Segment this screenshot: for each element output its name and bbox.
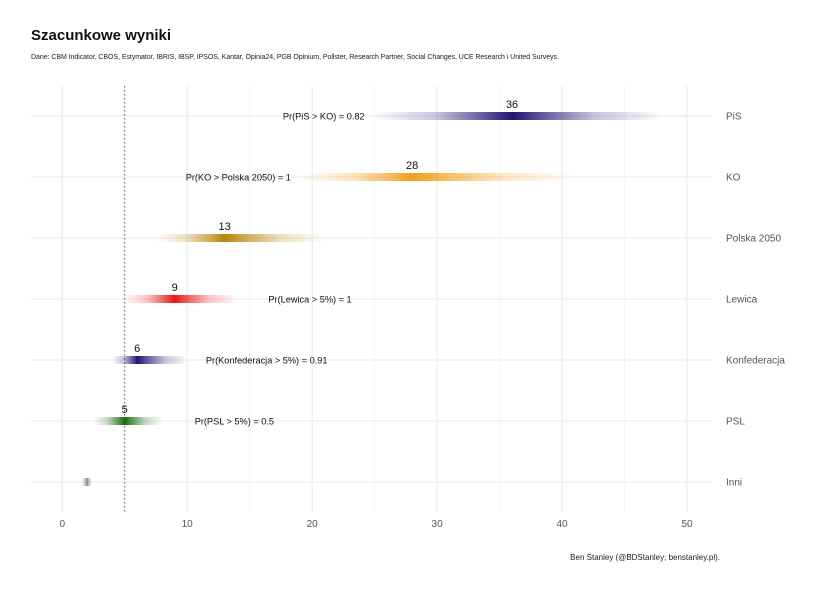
- label-layer: 36 PiS 28 KO 13 Polska 2050 9 Lewica 6 Konfederac…: [122, 99, 786, 489]
- chart-subtitle: Dane: CBM Indicator, CBOS, Estymator, IB…: [31, 54, 559, 61]
- category-label: PiS: [726, 112, 742, 123]
- chart-caption: Ben Stanley (@BDStanley; benstanley.pl).: [570, 553, 720, 562]
- category-label: Inni: [726, 478, 742, 489]
- interval-bar-lewica: [124, 295, 238, 303]
- interval-bar-pis: [374, 112, 663, 120]
- bar-layer: [80, 112, 663, 486]
- estimate-label: 9: [172, 282, 178, 294]
- estimate-label: 28: [406, 160, 418, 172]
- probability-annotation: Pr(PiS > KO) = 0.82: [283, 112, 365, 122]
- x-tick-label: 10: [182, 519, 194, 530]
- x-tick-label: 20: [307, 519, 319, 530]
- estimate-label: 6: [134, 343, 140, 355]
- chart-title: Szacunkowe wyniki: [31, 27, 172, 44]
- probability-annotation: Pr(PSL > 5%) = 0.5: [195, 417, 274, 427]
- interval-bar-polska-2050: [155, 234, 325, 242]
- category-label: Lewica: [726, 295, 758, 306]
- category-label: KO: [726, 173, 741, 184]
- x-tick-label: 40: [556, 519, 568, 530]
- category-label: PSL: [726, 417, 745, 428]
- axis-layer: 0 10 20 30 40 50: [59, 519, 693, 530]
- x-tick-label: 30: [432, 519, 444, 530]
- category-label: Polska 2050: [726, 234, 781, 245]
- estimate-label: 36: [506, 99, 518, 111]
- estimate-label: 5: [122, 404, 128, 416]
- x-tick-label: 0: [59, 519, 65, 530]
- probability-annotation: Pr(Konfederacja > 5%) = 0.91: [206, 356, 328, 366]
- category-label: Konfederacja: [726, 356, 785, 367]
- x-tick-label: 50: [681, 519, 693, 530]
- interval-bar-inni: [80, 478, 93, 486]
- probability-annotation: Pr(KO > Polska 2050) = 1: [186, 173, 291, 183]
- probability-annotation: Pr(Lewica > 5%) = 1: [268, 295, 351, 305]
- estimate-label: 13: [219, 221, 231, 233]
- interval-bar-konfederacja: [112, 356, 188, 364]
- interval-bar-ko: [299, 173, 575, 181]
- interval-bar-psl: [93, 417, 163, 425]
